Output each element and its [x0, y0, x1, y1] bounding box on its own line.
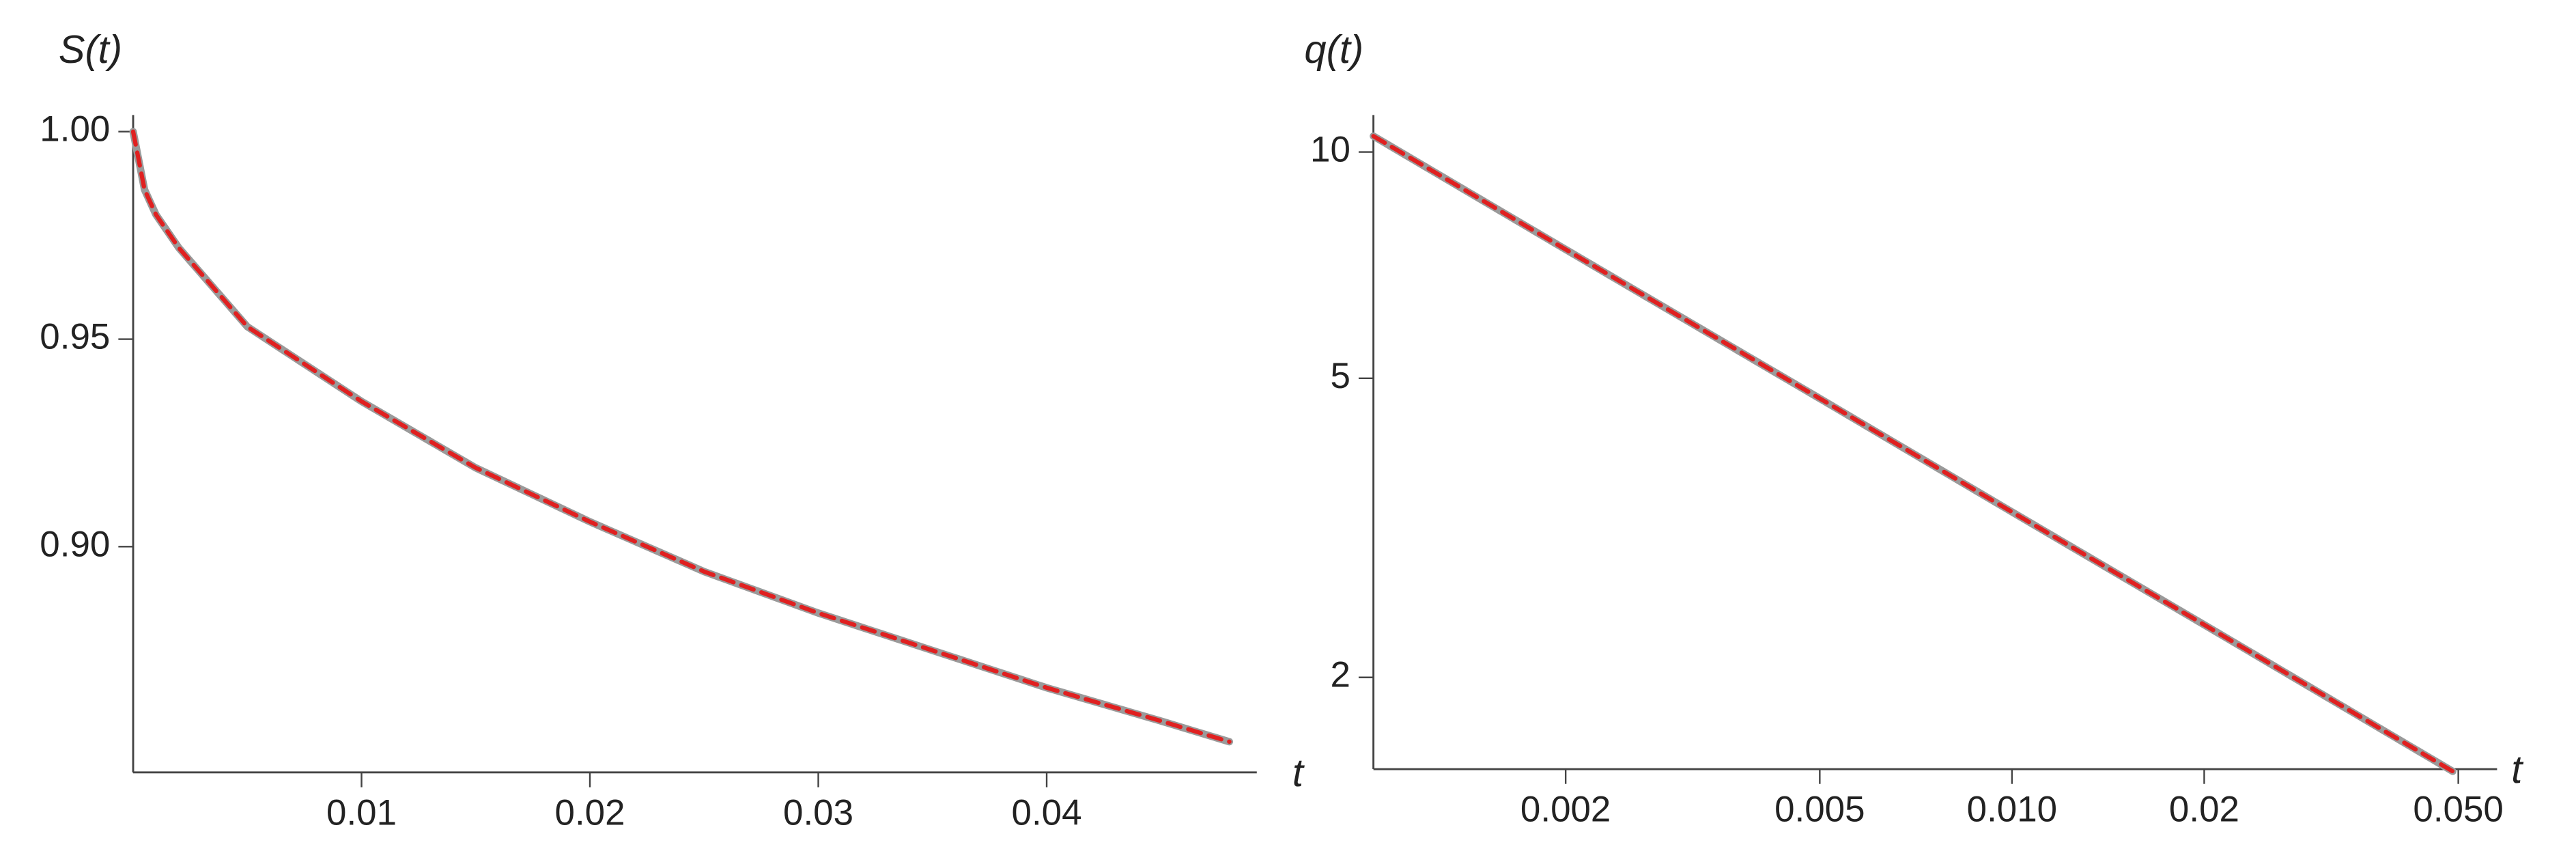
series-line: [130, 129, 1232, 745]
series-line: [129, 128, 1234, 746]
y-tick-label: 2: [1330, 655, 1350, 695]
y-axis-label: S(t): [59, 28, 122, 72]
y-tick-label: 1.00: [40, 109, 110, 150]
x-tick-label: 0.002: [1520, 790, 1611, 830]
x-tick-label: 0.050: [2413, 790, 2503, 830]
x-axis-label: t: [2511, 748, 2524, 792]
series-line: [1371, 134, 2455, 774]
y-tick-label: 5: [1330, 356, 1350, 396]
y-tick-label: 0.90: [40, 524, 110, 564]
x-tick-label: 0.04: [1012, 792, 1082, 833]
x-axis-label: t: [1292, 751, 1305, 795]
x-tick-label: 0.010: [1967, 790, 2057, 830]
y-axis-label: q(t): [1305, 28, 1364, 72]
x-tick-label: 0.02: [2169, 790, 2239, 830]
x-tick-label: 0.01: [326, 792, 397, 833]
x-tick-label: 0.005: [1774, 790, 1865, 830]
y-tick-label: 10: [1310, 130, 1350, 170]
y-tick-label: 0.95: [40, 317, 110, 357]
x-tick-label: 0.03: [783, 792, 853, 833]
x-tick-label: 0.02: [555, 792, 625, 833]
